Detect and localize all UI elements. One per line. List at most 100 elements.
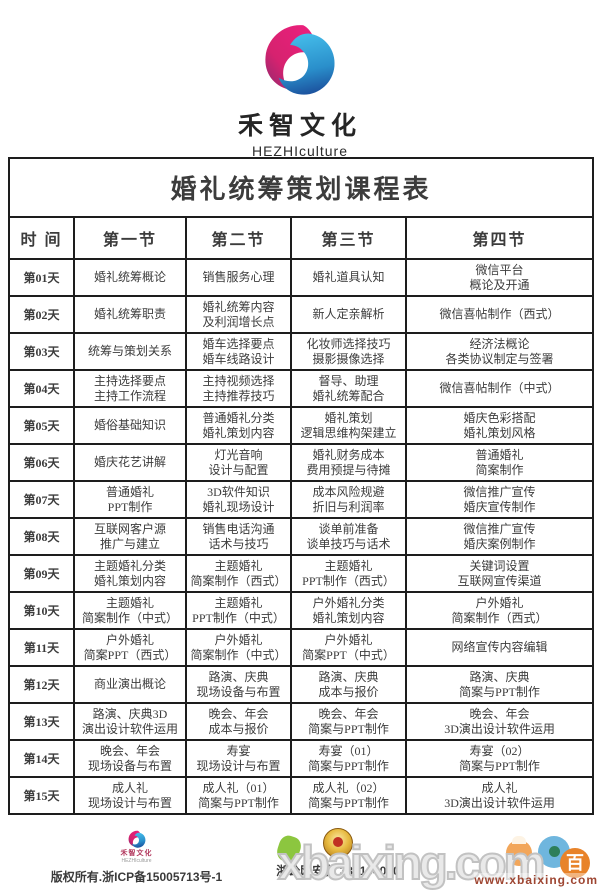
brand-swirl-icon <box>265 25 335 95</box>
lesson-line: 简案制作（西式） <box>451 610 548 625</box>
lesson-line: 婚车线路设计 <box>202 351 275 366</box>
lesson-line: 婚庆宣传制作 <box>463 499 536 514</box>
lesson-line: 简案与PPT制作 <box>308 795 389 810</box>
day-cell: 第12天 <box>8 665 75 704</box>
table-row: 第03天 统筹与策划关系 婚车选择要点 婚车线路设计 化妆师选择技巧 摄影摄像选择 经济法概… <box>8 332 595 371</box>
lesson-cell: 主题婚礼 简案制作（中式） <box>73 591 187 630</box>
lesson-line: 现场设备与布置 <box>196 684 281 699</box>
lesson-cell: 督导、助理 婚礼统筹配合 <box>290 369 407 408</box>
lesson-cell: 经济法概论 各类协议制定与签署 <box>404 332 595 371</box>
lesson-line: 概论及开通 <box>469 277 530 292</box>
lesson-line: 婚车选择要点 <box>202 337 275 351</box>
lesson-line: 晚会、年会 <box>208 707 269 721</box>
table-row: 第15天 成人礼 现场设计与布置 成人礼（01） 简案与PPT制作 成人礼（02） 简案与P… <box>8 776 595 815</box>
lesson-cell: 路演、庆典 成本与报价 <box>290 665 407 704</box>
lesson-cell: 主题婚礼 简案制作（西式） <box>185 554 292 593</box>
column-header: 第三节 <box>290 216 407 260</box>
lesson-cell: 主持选择要点 主持工作流程 <box>73 369 187 408</box>
table-row: 第07天 普通婚礼 PPT制作 3D软件知识 婚礼现场设计 成本风险规避 折旧与利润率 微信推… <box>8 480 595 519</box>
lesson-line: 婚礼财务成本 <box>312 448 385 462</box>
lesson-line: 路演、庆典 <box>318 670 379 684</box>
lesson-cell: 灯光音响 设计与配置 <box>185 443 292 482</box>
footer-brand-name: 禾智文化 <box>120 850 153 857</box>
lesson-line: 婚礼道具认知 <box>312 270 385 285</box>
lesson-line: 灯光音响 <box>214 448 263 462</box>
lesson-line: 寿宴 <box>226 744 251 758</box>
table-row: 第06天 婚庆花艺讲解 灯光音响 设计与配置 婚礼财务成本 费用预提与待摊 普通婚礼 简案制作 <box>8 443 595 482</box>
day-cell: 第10天 <box>8 591 75 630</box>
footer-brand-subtitle: HEZHIculture <box>121 858 152 864</box>
lesson-line: 婚礼统筹内容 <box>202 300 275 314</box>
lesson-line: 简案与PPT制作 <box>459 758 540 773</box>
lesson-cell: 成人礼（02） 简案与PPT制作 <box>290 776 407 815</box>
lesson-line: 主题婚礼 <box>105 596 154 610</box>
lesson-line: 推广与建立 <box>99 536 160 551</box>
lesson-line: 婚俗基础知识 <box>93 418 166 433</box>
table-row: 第02天 婚礼统筹职责 婚礼统筹内容 及利润增长点 新人定亲解析 微信喜帖制作（西式） <box>8 295 595 334</box>
lesson-cell: 微信推广宣传 婚庆案例制作 <box>404 517 595 556</box>
day-cell: 第02天 <box>8 295 75 334</box>
lesson-cell: 婚礼统筹概论 <box>73 258 187 297</box>
lesson-line: 户外婚礼 <box>214 633 263 647</box>
lesson-line: 微信推广宣传 <box>463 485 536 499</box>
lesson-line: 简案制作（中式） <box>81 610 178 625</box>
lesson-line: 婚礼策划 <box>324 411 373 425</box>
lesson-line: 寿宴（02） <box>469 744 530 758</box>
lesson-line: 户外婚礼 <box>324 633 373 647</box>
lesson-line: 各类协议制定与签署 <box>445 351 554 366</box>
lesson-line: 话术与技巧 <box>208 536 269 551</box>
lesson-cell: 寿宴（02） 简案与PPT制作 <box>404 739 595 778</box>
day-cell: 第13天 <box>8 702 75 741</box>
lesson-cell: 寿宴（01） 简案与PPT制作 <box>290 739 407 778</box>
lesson-cell: 普通婚礼 PPT制作 <box>73 480 187 519</box>
lesson-cell: 新人定亲解析 <box>290 295 407 334</box>
lesson-line: 成本与报价 <box>318 684 379 699</box>
brand-subtitle: HEZHIculture <box>251 143 349 159</box>
lesson-line: 简案PPT（西式） <box>83 647 177 662</box>
lesson-line: 婚礼统筹职责 <box>93 307 166 322</box>
table-row: 第04天 主持选择要点 主持工作流程 主持视频选择 主持推荐技巧 督导、助理 婚礼统筹配合微… <box>8 369 595 408</box>
lesson-line: 简案与PPT制作 <box>198 795 279 810</box>
police-badge-icon <box>323 828 353 858</box>
lesson-line: 化妆师选择技巧 <box>306 337 391 351</box>
logo-block: 禾智文化 HEZHIculture <box>0 22 600 159</box>
lesson-line: 简案与PPT制作 <box>308 721 389 736</box>
day-cell: 第14天 <box>8 739 75 778</box>
lesson-line: 主题婚礼 <box>214 559 263 573</box>
lesson-cell: 普通婚礼 简案制作 <box>404 443 595 482</box>
lesson-line: 晚会、年会 <box>318 707 379 721</box>
lesson-line: 关键词设置 <box>469 559 530 573</box>
day-cell: 第08天 <box>8 517 75 556</box>
day-cell: 第04天 <box>8 369 75 408</box>
footer-brand-block: 禾智文化 HEZHIculture 版权所有.浙ICP备15005713号-1 <box>34 830 239 885</box>
lesson-line: 微信平台 <box>475 263 524 277</box>
lesson-line: 摄影摄像选择 <box>312 351 385 366</box>
footer: 禾智文化 HEZHIculture 版权所有.浙ICP备15005713号-1 … <box>0 826 600 893</box>
lesson-line: 婚礼策划风格 <box>463 425 536 440</box>
lesson-cell: 主题婚礼分类 婚礼策划内容 <box>73 554 187 593</box>
police-badge-core <box>333 837 343 847</box>
day-cell: 第03天 <box>8 332 75 371</box>
lesson-cell: 网络宣传内容编辑 <box>404 628 595 667</box>
lesson-line: 路演、庆典 <box>208 670 269 684</box>
lesson-line: 网络宣传内容编辑 <box>451 640 548 655</box>
lesson-line: 现场设备与布置 <box>87 758 172 773</box>
lesson-line: 3D软件知识 <box>207 485 270 499</box>
column-header: 第四节 <box>404 216 595 260</box>
lesson-cell: 婚车选择要点 婚车线路设计 <box>185 332 292 371</box>
lesson-cell: 寿宴 现场设计与布置 <box>185 739 292 778</box>
lesson-line: 销售电话沟通 <box>202 522 275 536</box>
lesson-cell: 微信喜帖制作（西式） <box>404 295 595 334</box>
lesson-line: 折旧与利润率 <box>312 499 385 514</box>
lesson-line: 演出设计软件运用 <box>81 721 178 736</box>
lesson-line: 谈单技巧与话术 <box>306 536 391 551</box>
lesson-cell: 婚礼财务成本 费用预提与待摊 <box>290 443 407 482</box>
lesson-line: 现场设计与布置 <box>196 758 281 773</box>
lesson-cell: 销售服务心理 <box>185 258 292 297</box>
lesson-cell: 路演、庆典3D 演出设计软件运用 <box>73 702 187 741</box>
day-cell: 第05天 <box>8 406 75 445</box>
lesson-cell: 互联网客户源 推广与建立 <box>73 517 187 556</box>
lesson-cell: 统筹与策划关系 <box>73 332 187 371</box>
lesson-line: 简案制作（西式） <box>190 573 287 588</box>
table-row: 第11天 户外婚礼 简案PPT（西式） 户外婚礼 简案制作（中式） 户外婚礼 简案PPT（中… <box>8 628 595 667</box>
